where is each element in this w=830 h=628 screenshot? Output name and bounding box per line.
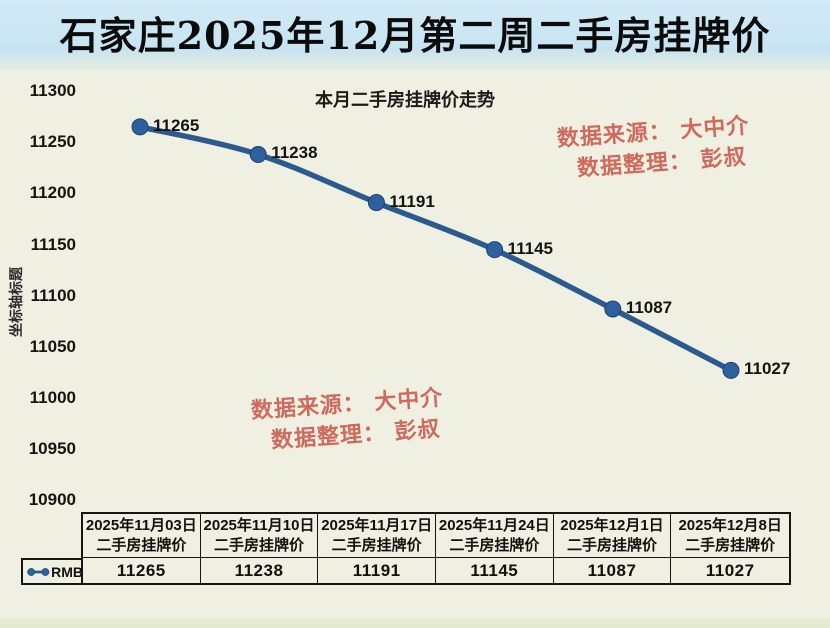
y-tick-label: 11100 [30, 285, 76, 305]
table-header-cell: 2025年11月17日 二手房挂牌价 [318, 514, 436, 558]
y-tick-label: 11250 [29, 132, 76, 152]
table-header-date: 2025年11月03日 [85, 516, 197, 534]
data-point-label: 11265 [153, 115, 200, 135]
table-value-cell: 11238 [201, 558, 319, 583]
y-tick-label: 11050 [29, 336, 76, 356]
legend-label: RMB [51, 563, 83, 580]
y-tick-label: 11300 [29, 81, 76, 100]
data-point-label: 11238 [271, 143, 318, 163]
y-tick-label: 11150 [30, 234, 76, 254]
table-header-cell: 2025年12月8日 二手房挂牌价 [671, 514, 789, 558]
table-header-series: 二手房挂牌价 [685, 536, 776, 554]
data-point-label: 11145 [507, 238, 553, 258]
data-point-marker [131, 118, 149, 136]
table-header-series: 二手房挂牌价 [449, 536, 540, 554]
line-series-marker-icon [27, 567, 50, 576]
data-point-marker [367, 194, 385, 212]
table-value-cell: 11265 [83, 558, 201, 583]
table-value-cell: 11191 [318, 558, 436, 583]
table-header-date: 2025年11月24日 [438, 516, 550, 534]
data-point-marker [486, 241, 504, 259]
data-table: 2025年11月03日 二手房挂牌价 2025年11月10日 二手房挂牌价 2025年1… [81, 512, 791, 585]
page-title: 石家庄2025年12月第二周二手房挂牌价 [59, 12, 771, 58]
table-header-date: 2025年11月17日 [321, 516, 433, 534]
table-value-cell: 11027 [705, 560, 755, 580]
table-header-series: 二手房挂牌价 [213, 536, 304, 554]
watermark-top: 数据来源： 大中介 数据整理： 彭叔 [556, 111, 753, 186]
data-point-label: 11191 [389, 191, 435, 211]
watermark-bottom: 数据来源： 大中介 数据整理： 彭叔 [250, 383, 447, 458]
legend-cell: RMB [21, 558, 83, 585]
data-point-marker [722, 361, 740, 379]
table-header-cell: 2025年12月1日 二手房挂牌价 [553, 514, 672, 558]
bottom-edge [0, 619, 830, 628]
data-point-label: 11087 [625, 298, 673, 317]
table-header-series: 二手房挂牌价 [96, 536, 187, 554]
table-header-date: 2025年11月10日 [203, 516, 315, 534]
table-header-series: 二手房挂牌价 [566, 536, 657, 554]
data-point-marker [604, 300, 622, 318]
table-header-date: 2025年12月8日 [678, 516, 782, 534]
table-header-date: 2025年12月1日 [560, 516, 664, 534]
y-tick-label: 11000 [29, 388, 76, 408]
y-tick-label: 10950 [28, 439, 76, 459]
y-tick-label: 10900 [28, 490, 76, 510]
data-point-label: 11027 [744, 359, 791, 379]
chart-title: 本月二手房挂牌价走势 [315, 90, 495, 110]
table-value-cell: 11087 [554, 558, 672, 583]
data-point-marker [249, 145, 267, 163]
table-value-cell: 11145 [436, 558, 554, 583]
table-header-cell: 2025年11月24日 二手房挂牌价 [435, 514, 554, 558]
page-title-band: 石家庄2025年12月第二周二手房挂牌价 [0, 0, 830, 70]
table-header-series: 二手房挂牌价 [331, 536, 422, 554]
y-tick-label: 11200 [29, 183, 76, 203]
table-header-cell: 2025年11月03日 二手房挂牌价 [83, 514, 201, 558]
table-header-cell: 2025年11月10日 二手房挂牌价 [200, 514, 319, 558]
